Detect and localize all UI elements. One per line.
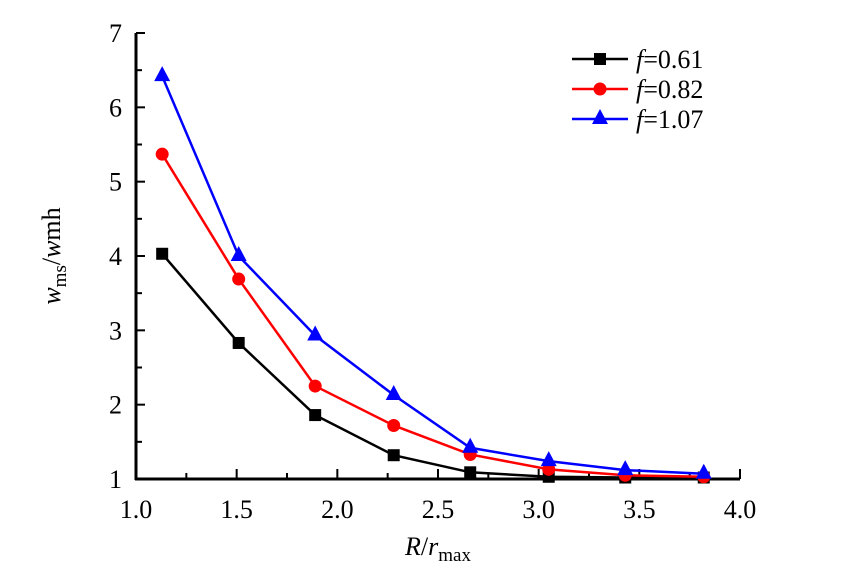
- y-tick-label: 4: [109, 242, 122, 271]
- y-tick-label: 7: [109, 19, 122, 48]
- series-line: [161, 153, 704, 479]
- legend-value: =0.82: [643, 75, 703, 104]
- y-axis-title: wms/wmh: [37, 207, 71, 304]
- triangle-marker: [307, 325, 324, 341]
- x-tick-label: 3.5: [623, 495, 656, 524]
- square-marker: [156, 247, 169, 260]
- x-tick-label: 2.5: [422, 495, 455, 524]
- series-triangle: [154, 66, 712, 479]
- legend-label: f=1.07: [636, 105, 703, 134]
- square-marker: [309, 409, 322, 422]
- series-line: [161, 252, 704, 479]
- x-tick-label: 2.0: [321, 495, 354, 524]
- square-marker: [232, 336, 245, 349]
- legend-item: f=0.82: [572, 75, 703, 104]
- triangle-marker: [154, 66, 171, 82]
- series-circle: [155, 147, 711, 484]
- circle-marker: [308, 379, 322, 393]
- y-tick-label: 1: [109, 465, 122, 494]
- triangle-marker: [540, 451, 557, 467]
- legend-value: =1.07: [643, 105, 703, 134]
- axes: 1 2 3 4 5 6 7 1.0 1.5 2.0 2.5 3.0 3.5 4.0: [109, 19, 756, 524]
- x-tick-label: 1.5: [220, 495, 253, 524]
- legend-value: =0.61: [643, 45, 703, 74]
- y-tick-label: 6: [109, 93, 122, 122]
- square-marker: [464, 466, 477, 479]
- legend-var: f: [636, 105, 647, 134]
- x-tick-label: 4.0: [724, 495, 757, 524]
- circle-marker: [155, 147, 169, 161]
- legend-var: f: [636, 45, 647, 74]
- x-axis-title: R/rmax: [404, 532, 471, 566]
- y-tick-label: 5: [109, 168, 122, 197]
- series-line: [161, 75, 704, 476]
- legend-label: f=0.61: [636, 45, 703, 74]
- square-marker: [387, 449, 400, 462]
- x-tick-label: 3.0: [522, 495, 555, 524]
- y-tick-label: 3: [109, 316, 122, 345]
- square-marker: [594, 53, 606, 65]
- triangle-marker: [462, 437, 479, 453]
- circle-marker: [232, 272, 246, 286]
- y-tick-label: 2: [109, 391, 122, 420]
- circle-marker: [593, 82, 607, 96]
- legend-label: f=0.82: [636, 75, 703, 104]
- triangle-marker: [617, 460, 634, 476]
- triangle-marker: [230, 246, 247, 261]
- x-tick-label: 1.0: [120, 495, 153, 524]
- legend-var: f: [636, 75, 647, 104]
- legend-item: f=1.07: [572, 105, 703, 134]
- triangle-marker: [695, 463, 712, 479]
- legend-item: f=0.61: [572, 45, 703, 74]
- legend: f=0.61f=0.82f=1.07: [572, 45, 703, 134]
- circle-marker: [387, 418, 401, 432]
- triangle-marker: [385, 385, 402, 401]
- series-group: [154, 66, 712, 484]
- triangle-marker: [592, 109, 608, 124]
